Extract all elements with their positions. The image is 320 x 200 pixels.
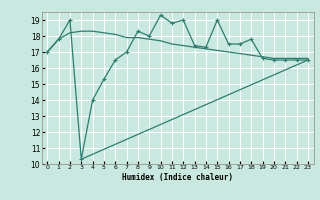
X-axis label: Humidex (Indice chaleur): Humidex (Indice chaleur) — [122, 173, 233, 182]
